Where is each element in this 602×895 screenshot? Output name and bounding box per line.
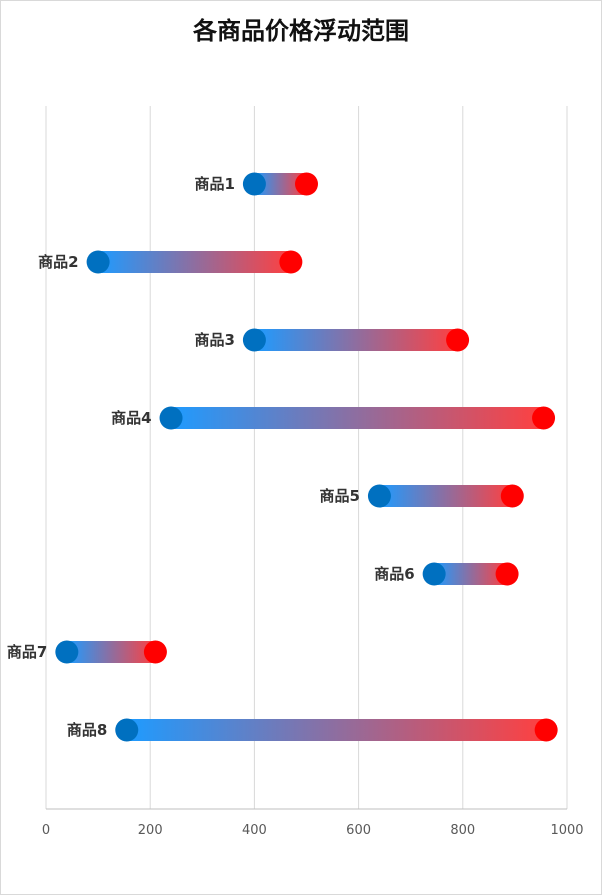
range-bar-4 bbox=[171, 407, 544, 429]
range-bar-7 bbox=[66, 641, 156, 663]
range-bar-8 bbox=[126, 719, 547, 741]
category-label: 商品3 bbox=[194, 331, 234, 349]
x-axis-tick-labels: 0 200 400 600 800 1000 bbox=[42, 823, 584, 838]
category-label: 商品2 bbox=[38, 253, 78, 271]
range-bar-1 bbox=[254, 173, 307, 195]
max-marker-7 bbox=[143, 640, 167, 664]
category-labels: 商品1 商品2 商品3 商品4 商品5 商品6 商品7 商品8 bbox=[7, 175, 415, 739]
range-bar-2 bbox=[98, 251, 291, 273]
max-marker-4 bbox=[532, 406, 556, 430]
x-tick-label: 200 bbox=[138, 823, 163, 838]
min-marker-1 bbox=[242, 172, 266, 196]
max-marker-5 bbox=[500, 484, 524, 508]
min-marker-5 bbox=[367, 484, 391, 508]
range-bars bbox=[55, 172, 558, 742]
grid-lines bbox=[45, 106, 568, 810]
category-label: 商品8 bbox=[67, 721, 107, 739]
x-tick-label: 800 bbox=[450, 823, 475, 838]
x-tick-label: 0 bbox=[42, 823, 50, 838]
category-label: 商品1 bbox=[194, 175, 234, 193]
max-marker-2 bbox=[279, 250, 303, 274]
min-marker-3 bbox=[242, 328, 266, 352]
min-marker-7 bbox=[55, 640, 79, 664]
range-bar-6 bbox=[434, 563, 508, 585]
max-marker-3 bbox=[446, 328, 470, 352]
range-bar-3 bbox=[254, 329, 458, 351]
min-marker-8 bbox=[115, 718, 139, 742]
category-label: 商品7 bbox=[7, 643, 47, 661]
range-bar-5 bbox=[379, 485, 513, 507]
category-label: 商品4 bbox=[111, 409, 151, 427]
max-marker-6 bbox=[495, 562, 519, 586]
x-tick-label: 600 bbox=[346, 823, 371, 838]
max-marker-1 bbox=[295, 172, 318, 196]
category-label: 商品6 bbox=[374, 565, 414, 583]
min-marker-2 bbox=[86, 250, 110, 274]
x-tick-label: 1000 bbox=[550, 823, 583, 838]
chart-title: 各商品价格浮动范围 bbox=[192, 17, 409, 45]
max-marker-8 bbox=[534, 718, 558, 742]
category-label: 商品5 bbox=[320, 487, 360, 505]
min-marker-4 bbox=[159, 406, 183, 430]
min-marker-6 bbox=[422, 562, 446, 586]
x-tick-label: 400 bbox=[242, 823, 267, 838]
